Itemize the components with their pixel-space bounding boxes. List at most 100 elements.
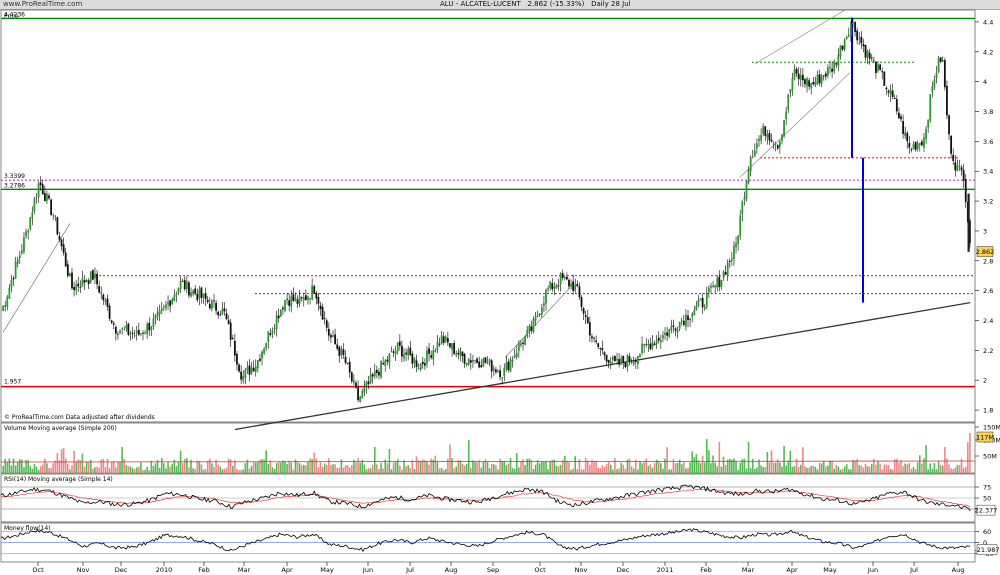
volume-bar bbox=[194, 469, 197, 473]
volume-bar bbox=[534, 464, 537, 473]
volume-bar bbox=[622, 464, 625, 473]
candle-body bbox=[250, 367, 253, 374]
volume-bar bbox=[359, 462, 361, 473]
volume-bar bbox=[841, 468, 844, 473]
volume-bar bbox=[438, 468, 441, 473]
volume-bar bbox=[822, 461, 825, 473]
volume-bar bbox=[169, 466, 171, 473]
volume-bar bbox=[231, 465, 234, 473]
level-label: 3.2786 bbox=[4, 182, 25, 189]
volume-bar bbox=[870, 463, 873, 473]
volume-bar bbox=[879, 463, 881, 473]
candle-body bbox=[215, 302, 217, 311]
volume-bar bbox=[470, 467, 472, 473]
volume-bar bbox=[561, 460, 564, 473]
candle-body bbox=[91, 270, 94, 280]
volume-moving-average bbox=[0, 460, 976, 463]
candle-body bbox=[154, 315, 157, 319]
candle-body bbox=[653, 343, 656, 346]
candle-body bbox=[323, 317, 326, 319]
candle-body bbox=[486, 362, 489, 365]
candle-body bbox=[565, 276, 568, 280]
y-tick-label: 150M bbox=[983, 424, 1000, 432]
volume-bar bbox=[298, 463, 301, 473]
last-price-change: 2.862 (-15.33%) bbox=[527, 0, 585, 8]
volume-bar bbox=[860, 465, 863, 473]
volume-bar bbox=[743, 458, 746, 473]
candle-body bbox=[430, 355, 433, 358]
candle-body bbox=[626, 355, 629, 367]
candle-body bbox=[367, 381, 370, 384]
volume-bar bbox=[914, 469, 917, 473]
volume-bar bbox=[649, 464, 652, 473]
volume-bar bbox=[509, 458, 512, 473]
volume-bar bbox=[351, 465, 353, 473]
volume-bar bbox=[280, 462, 282, 473]
volume-bar bbox=[317, 467, 320, 473]
candle-body bbox=[766, 134, 769, 138]
volume-bar bbox=[799, 464, 802, 473]
volume-bar bbox=[165, 468, 167, 473]
candle-body bbox=[543, 303, 545, 306]
candle-body bbox=[183, 280, 186, 290]
volume-bar bbox=[574, 456, 577, 473]
volume-bar bbox=[685, 468, 687, 473]
volume-bar bbox=[733, 458, 735, 473]
candle-body bbox=[375, 369, 378, 374]
candle-body bbox=[476, 358, 479, 363]
candle-body bbox=[662, 335, 664, 339]
x-tick-label: Mar bbox=[238, 566, 251, 574]
candle-body bbox=[937, 57, 940, 72]
volume-bar bbox=[630, 466, 633, 473]
x-tick-label: Nov bbox=[575, 566, 588, 574]
candle-body bbox=[559, 273, 562, 285]
candle-body bbox=[449, 343, 451, 348]
volume-bar bbox=[472, 460, 474, 473]
volume-bar bbox=[411, 460, 414, 473]
volume-bar bbox=[511, 467, 514, 473]
volume-bar bbox=[703, 462, 706, 473]
candle-body bbox=[158, 310, 161, 315]
volume-bar bbox=[401, 469, 403, 473]
volume-bar bbox=[200, 464, 203, 473]
candle-body bbox=[540, 307, 543, 315]
volume-bar bbox=[16, 461, 19, 473]
candle-body bbox=[181, 280, 184, 282]
candle-body bbox=[916, 143, 919, 149]
candle-body bbox=[188, 282, 190, 296]
candle-body bbox=[856, 30, 859, 41]
candle-body bbox=[920, 141, 923, 146]
candles bbox=[2, 18, 971, 403]
volume-bar bbox=[664, 458, 666, 473]
volume-bar bbox=[795, 458, 798, 473]
candle-body bbox=[806, 78, 808, 87]
candle-body bbox=[735, 243, 737, 248]
candle-body bbox=[319, 305, 322, 310]
candle-body bbox=[526, 329, 529, 337]
volume-bar bbox=[837, 466, 840, 473]
candle-body bbox=[173, 295, 176, 302]
volume-bar bbox=[478, 460, 480, 473]
volume-bar bbox=[294, 459, 297, 473]
volume-bar bbox=[415, 456, 418, 473]
candle-body bbox=[914, 141, 917, 150]
volume-bar bbox=[950, 468, 952, 473]
volume-bar bbox=[444, 468, 447, 473]
volume-bar bbox=[962, 468, 965, 473]
x-tick-label: Oct bbox=[534, 566, 546, 574]
candle-body bbox=[499, 370, 501, 378]
candle-body bbox=[137, 329, 140, 335]
volume-bar bbox=[325, 464, 328, 473]
volume-bar bbox=[593, 461, 595, 473]
volume-bar bbox=[522, 459, 524, 473]
y-tick-label: 2.4 bbox=[983, 317, 993, 325]
candle-body bbox=[505, 362, 508, 369]
y-tick-label: 2 bbox=[983, 377, 987, 385]
candle-body bbox=[384, 360, 387, 366]
candle-body bbox=[751, 156, 754, 158]
candle-body bbox=[54, 215, 57, 217]
candle-body bbox=[131, 332, 134, 334]
volume-bar bbox=[373, 447, 376, 473]
volume-bar bbox=[601, 465, 604, 473]
